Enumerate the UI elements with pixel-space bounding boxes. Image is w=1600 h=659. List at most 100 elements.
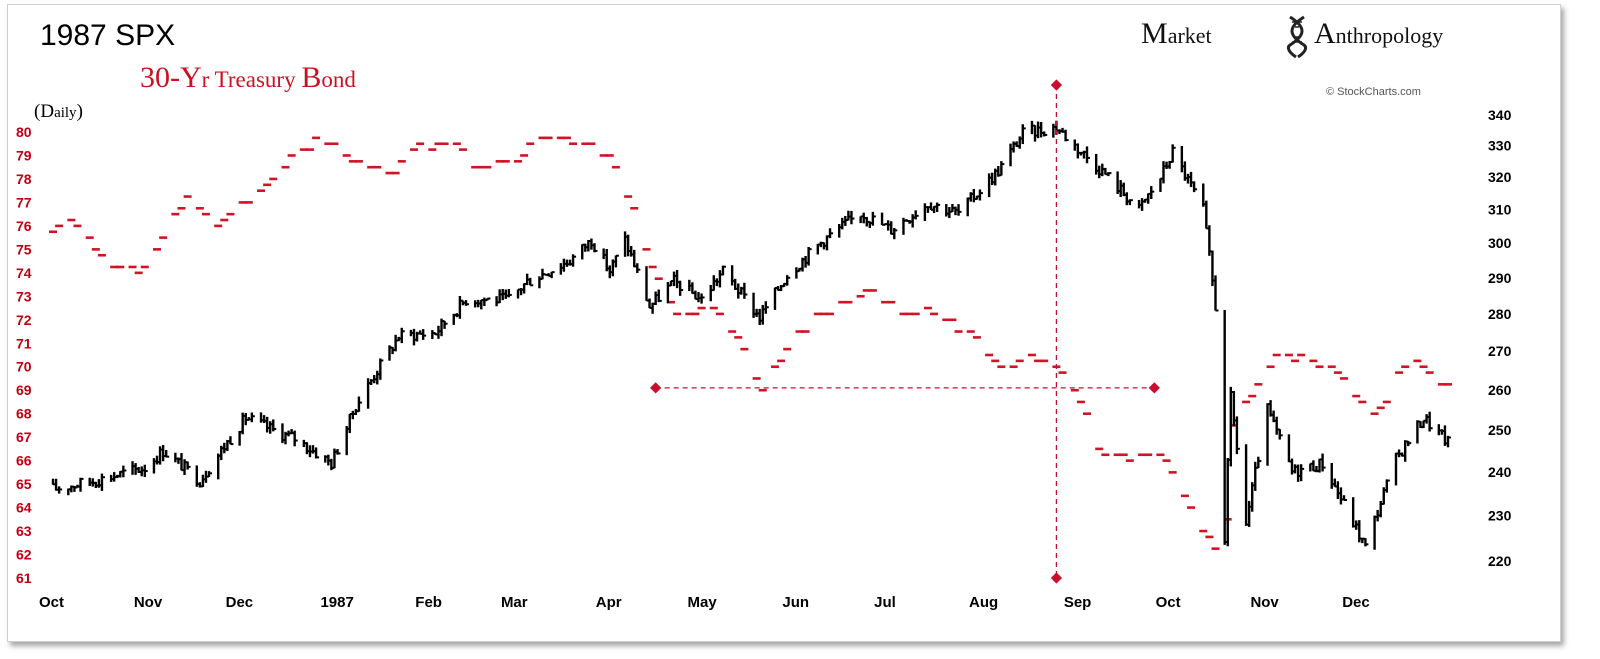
right-tick-label: 300 xyxy=(1488,235,1512,251)
bond-tick xyxy=(440,142,449,146)
left-tick-label: 78 xyxy=(16,171,32,187)
bond-tick xyxy=(942,318,951,322)
bond-tick xyxy=(1272,353,1281,357)
bond-title-part-1: 30-Y xyxy=(140,61,202,94)
x-tick-label: Oct xyxy=(1156,594,1181,611)
bond-tick xyxy=(1076,400,1085,404)
bond-tick xyxy=(691,312,700,316)
right-tick-label: 220 xyxy=(1488,553,1512,569)
bond-tick xyxy=(819,312,828,316)
bond-tick xyxy=(452,142,461,146)
bond-tick xyxy=(642,248,651,251)
left-tick-label: 67 xyxy=(16,429,32,445)
x-tick-label: Apr xyxy=(596,594,622,611)
bond-tick xyxy=(281,165,290,169)
right-tick-label: 310 xyxy=(1488,202,1512,218)
bond-tick xyxy=(116,265,125,269)
bond-tick xyxy=(1333,371,1342,374)
bond-tick xyxy=(905,312,914,316)
x-tick-label: Nov xyxy=(134,594,163,611)
bond-tick xyxy=(134,271,143,275)
bond-tick xyxy=(1125,459,1134,462)
left-tick-label: 69 xyxy=(16,382,32,398)
chart-title-spx: 1987 SPX xyxy=(40,19,175,52)
bond-tick xyxy=(1315,365,1324,369)
bond-tick xyxy=(538,136,547,140)
bond-tick xyxy=(838,300,847,304)
bond-tick xyxy=(1437,383,1446,386)
left-tick-label: 74 xyxy=(16,265,32,281)
bond-tick xyxy=(868,289,877,292)
left-tick-label: 65 xyxy=(16,476,32,492)
data-source-credit: © StockCharts.com xyxy=(1326,86,1421,98)
bond-tick xyxy=(777,359,786,363)
bond-tick xyxy=(159,236,168,239)
bond-tick xyxy=(85,236,94,239)
bond-tick xyxy=(1027,353,1036,357)
bond-tick xyxy=(434,142,443,146)
left-tick-label: 73 xyxy=(16,288,32,304)
bond-tick xyxy=(342,154,351,157)
bond-tick xyxy=(416,142,425,146)
bond-tick xyxy=(287,154,296,157)
x-tick-label: Dec xyxy=(1342,594,1370,611)
bond-tick xyxy=(1401,365,1410,369)
bond-tick xyxy=(813,312,822,316)
frequency-label: (Daily) xyxy=(34,101,83,122)
bond-tick xyxy=(305,148,314,151)
bond-tick xyxy=(709,306,718,310)
bond-tick xyxy=(826,312,835,316)
bond-tick xyxy=(587,142,596,146)
brand-nthropology: nthropology xyxy=(1336,23,1444,48)
right-tick-label: 320 xyxy=(1488,169,1512,185)
bond-tick xyxy=(214,224,223,228)
bond-tick xyxy=(367,165,376,169)
bond-tick xyxy=(195,206,204,210)
bond-tick xyxy=(409,148,418,151)
bond-tick xyxy=(483,165,492,169)
bond-tick xyxy=(171,212,180,216)
x-tick-label: 1987 xyxy=(320,594,353,611)
bond-tick xyxy=(795,330,804,333)
bond-tick xyxy=(752,377,761,380)
brand-arket: arket xyxy=(1168,23,1212,48)
bond-tick xyxy=(1034,359,1043,363)
bond-tick xyxy=(544,136,553,140)
bond-tick xyxy=(856,295,865,298)
brand-a: A xyxy=(1314,17,1336,50)
right-tick-label: 270 xyxy=(1488,343,1512,359)
bond-tick xyxy=(666,300,675,304)
bond-tick xyxy=(1113,453,1122,457)
bond-tick xyxy=(385,171,394,175)
right-tick-label: 290 xyxy=(1488,270,1512,286)
bond-tick xyxy=(985,353,994,357)
bond-tick xyxy=(697,306,706,310)
bond-tick xyxy=(801,330,810,333)
bond-tick xyxy=(97,253,106,257)
bond-tick xyxy=(49,230,57,234)
guide-diamond-marker xyxy=(1050,572,1063,584)
x-tick-label: Jun xyxy=(782,594,809,611)
bond-title-part-3: reasury xyxy=(228,67,301,92)
bond-title-part-4: B xyxy=(301,61,321,94)
bond-tick xyxy=(501,160,510,163)
guide-diamond-marker xyxy=(650,382,662,394)
bond-tick xyxy=(140,265,149,269)
right-y-axis: 340 330 320 310 300 290 280 270 260 250 240 230 220 xyxy=(1488,107,1512,569)
bond-tick xyxy=(1119,453,1128,457)
chart-title-bond: 30-Yr Treasury Bond xyxy=(140,61,356,94)
bond-tick xyxy=(923,306,932,310)
bond-tick xyxy=(954,330,963,333)
left-tick-label: 75 xyxy=(16,241,32,257)
x-tick-label: Dec xyxy=(226,594,254,611)
bond-tick xyxy=(1144,453,1153,457)
bond-tick xyxy=(569,142,578,146)
bond-tick xyxy=(715,312,724,316)
bond-tick xyxy=(654,277,663,281)
bond-tick xyxy=(1395,371,1404,374)
brand-m: M xyxy=(1141,17,1168,50)
bond-tick xyxy=(201,212,210,216)
left-tick-label: 64 xyxy=(16,500,32,516)
x-tick-label: Jul xyxy=(874,594,896,611)
bond-tick xyxy=(1180,494,1189,498)
